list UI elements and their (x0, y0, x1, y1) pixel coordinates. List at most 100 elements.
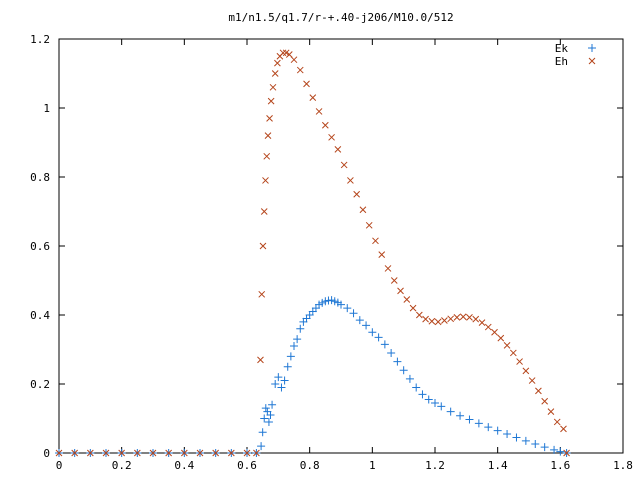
data-points (55, 49, 571, 457)
ek-point (257, 442, 266, 451)
eh-point (541, 397, 549, 405)
series-ek (55, 296, 571, 457)
eh-point (447, 315, 455, 323)
eh-point (328, 133, 335, 141)
eh-point (303, 80, 310, 88)
eh-point (353, 190, 361, 198)
eh-point (560, 425, 567, 433)
legend: Ek Eh (555, 42, 596, 68)
eh-point (415, 311, 423, 319)
ek-point (405, 374, 414, 383)
ek-point (290, 342, 298, 351)
eh-point (522, 367, 530, 375)
eh-point (347, 177, 354, 184)
eh-point (384, 265, 392, 272)
eh-point (212, 449, 220, 457)
ek-point (393, 357, 402, 366)
legend-label-ek: Ek (555, 42, 569, 55)
ek-point (431, 398, 439, 407)
y-tick-label: 0.8 (30, 171, 50, 184)
ek-point (283, 362, 292, 371)
eh-point (196, 449, 204, 457)
eh-point (321, 121, 329, 129)
eh-point (497, 334, 505, 342)
eh-point (553, 418, 561, 426)
ek-point (512, 433, 521, 442)
eh-point (397, 287, 404, 295)
eh-point (269, 83, 277, 91)
x-tick-label: 1.2 (425, 459, 445, 472)
chart-title: m1/n1.5/q1.7/r-+.40-j206/M10.0/512 (228, 11, 453, 24)
ek-point (484, 423, 493, 432)
ek-point (343, 304, 352, 313)
ek-point (387, 348, 396, 357)
y-tick-label: 1.2 (30, 33, 50, 46)
eh-point (472, 315, 480, 323)
x-tick-label: 0.2 (112, 459, 132, 472)
ek-point (266, 411, 275, 420)
eh-point (279, 49, 287, 57)
eh-point (274, 59, 281, 67)
eh-point (118, 449, 126, 457)
eh-point (315, 108, 323, 115)
eh-point (372, 237, 379, 245)
eh-point (133, 449, 141, 457)
legend-marker-eh (588, 57, 596, 65)
eh-point (263, 152, 271, 160)
x-tick-label: 1 (369, 459, 376, 472)
x-tick-label: 1.8 (613, 459, 633, 472)
eh-point (547, 408, 555, 415)
y-tick-label: 1 (43, 102, 50, 115)
ek-point (540, 443, 549, 452)
ek-point (521, 436, 530, 445)
ek-point (418, 390, 427, 399)
x-tick-label: 0 (56, 459, 63, 472)
eh-point (264, 132, 272, 139)
eh-point (503, 342, 511, 349)
eh-point (491, 328, 498, 336)
eh-point (257, 356, 264, 364)
eh-point (165, 449, 173, 457)
ek-point (337, 300, 345, 309)
eh-point (409, 304, 417, 312)
eh-point (296, 66, 304, 74)
eh-point (253, 449, 260, 457)
ek-point (412, 383, 421, 392)
ek-point (296, 324, 305, 333)
eh-point (258, 290, 266, 298)
ek-point (277, 383, 286, 392)
eh-point (478, 319, 486, 326)
eh-point (459, 313, 467, 321)
eh-point (378, 251, 386, 258)
x-tick-label: 0.6 (237, 459, 257, 472)
ek-point (550, 445, 559, 454)
eh-point (340, 161, 348, 169)
legend-marker-ek (588, 44, 596, 52)
ek-point (456, 411, 465, 420)
eh-point (466, 314, 473, 321)
ek-point (264, 417, 273, 426)
eh-point (267, 97, 275, 105)
axis-ticks: 0 0.2 0.4 0.6 0.8 1 1.2 1.4 1.6 1.8 0 0.2 0.4 0.6 0.8 1… (30, 33, 633, 472)
ek-point (474, 419, 483, 428)
eh-point (390, 277, 398, 284)
eh-point (428, 317, 436, 325)
series-eh (55, 49, 570, 457)
ek-point (446, 407, 455, 416)
eh-point (535, 387, 542, 395)
eh-point (180, 449, 188, 457)
legend-label-eh: Eh (555, 55, 568, 68)
eh-point (403, 296, 411, 303)
ek-point (260, 414, 269, 423)
ek-point (556, 447, 565, 456)
eh-point (262, 177, 269, 184)
ek-point (503, 430, 512, 439)
eh-point (365, 221, 373, 229)
ek-point (493, 426, 502, 435)
ek-point (437, 402, 446, 411)
eh-point (259, 242, 267, 250)
eh-point (266, 114, 273, 122)
ek-point (531, 440, 540, 449)
eh-point (260, 208, 268, 215)
